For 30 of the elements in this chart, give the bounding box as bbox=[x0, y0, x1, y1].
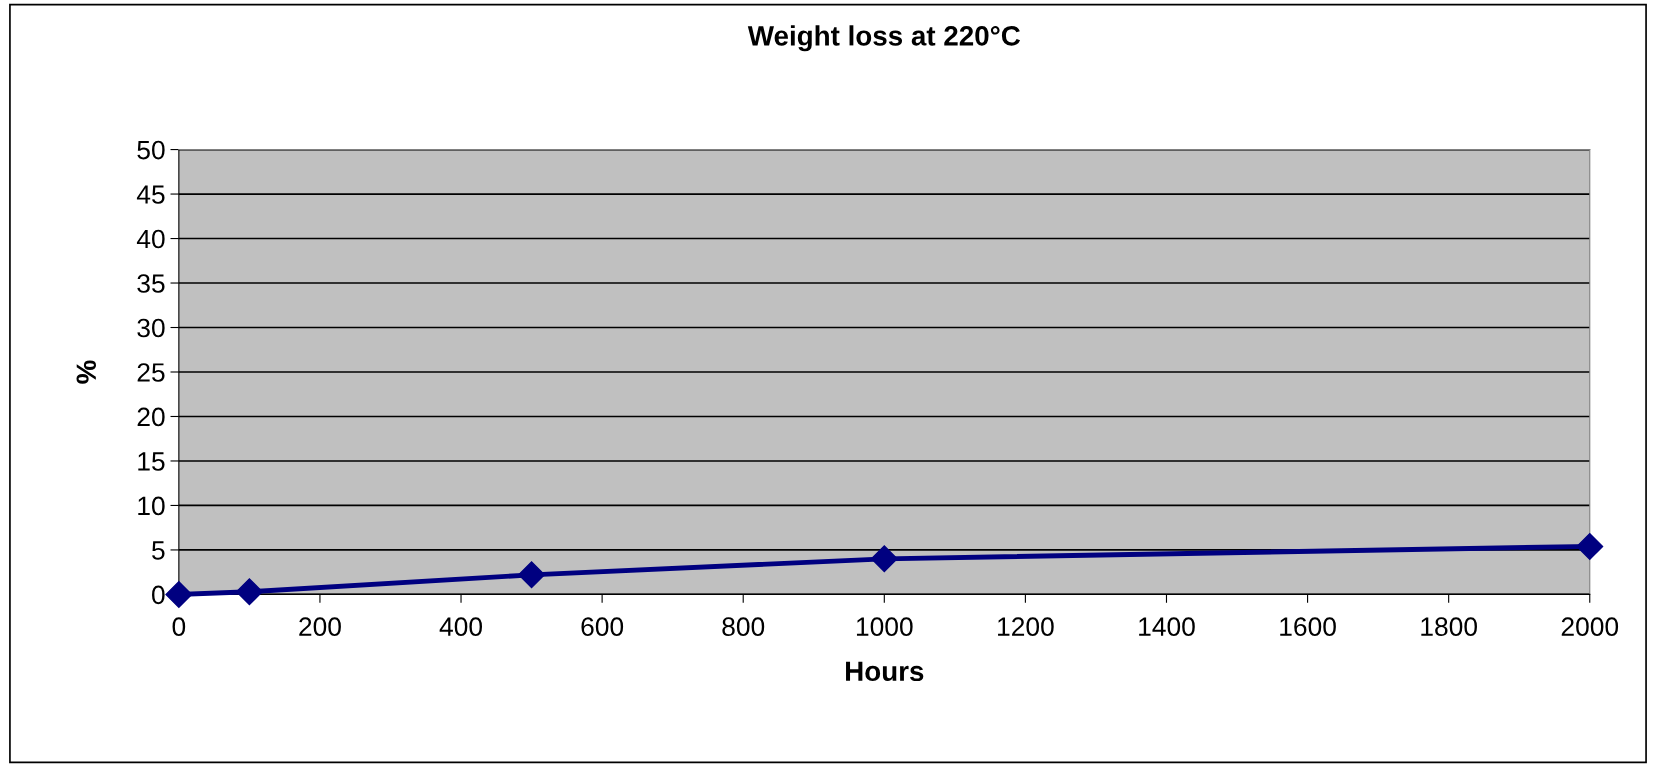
point bbox=[518, 561, 546, 589]
y-tick-label: 15 bbox=[138, 452, 165, 471]
x-tick-label: 1800 bbox=[1421, 617, 1477, 637]
x-axis-title: Hours bbox=[846, 661, 924, 682]
y-tick-label: 0 bbox=[152, 585, 165, 605]
x-tick-label: 600 bbox=[581, 617, 624, 637]
x-tick-label: 1400 bbox=[1139, 617, 1195, 637]
x-tick-label: 0 bbox=[172, 617, 186, 637]
x-tick-label: 800 bbox=[722, 617, 765, 637]
point bbox=[1576, 532, 1604, 560]
x-tick-label: 1200 bbox=[998, 617, 1054, 637]
x-tick-label: 200 bbox=[299, 617, 341, 637]
y-tick-label: 35 bbox=[137, 274, 165, 293]
x-tick-label: 2000 bbox=[1561, 617, 1619, 637]
x-tick-label: 400 bbox=[439, 617, 483, 637]
x-tick-label: 1600 bbox=[1280, 617, 1336, 637]
x-tick-label: 1000 bbox=[856, 617, 913, 637]
point bbox=[870, 545, 898, 573]
chart-title: Weight loss at 220°C bbox=[747, 25, 1021, 52]
point bbox=[235, 578, 263, 606]
y-tick-label: 25 bbox=[137, 363, 165, 382]
y-tick-label: 20 bbox=[137, 407, 165, 427]
y-tick-label: 50 bbox=[137, 140, 165, 160]
point bbox=[165, 580, 193, 608]
y-axis-title: % bbox=[76, 360, 97, 384]
y-tick-label: 5 bbox=[152, 541, 165, 560]
y-tick-label: 40 bbox=[136, 229, 165, 249]
y-tick-label: 10 bbox=[138, 496, 165, 516]
y-tick-label: 45 bbox=[136, 185, 165, 204]
y-tick-label: 30 bbox=[137, 318, 165, 338]
